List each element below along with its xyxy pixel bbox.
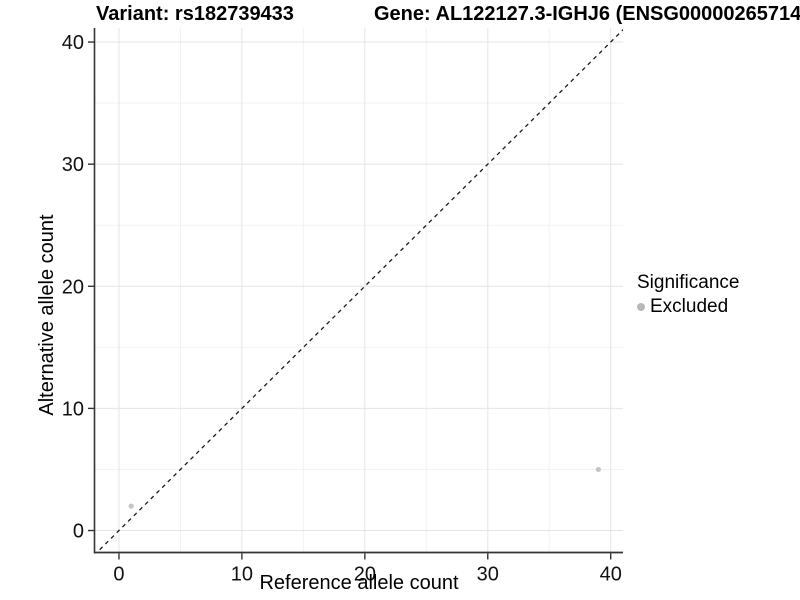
x-tick-label: 40 xyxy=(600,564,622,586)
legend-title: Significance xyxy=(637,272,740,293)
x-tick-label: 20 xyxy=(354,564,376,586)
legend: Significance Excluded xyxy=(637,271,739,318)
y-tick-label: 40 xyxy=(62,32,84,54)
x-tick-label: 30 xyxy=(477,564,499,586)
data-point xyxy=(595,466,602,473)
legend-item-label: Excluded xyxy=(650,296,729,317)
identity-reference-line xyxy=(95,28,623,553)
x-tick-label: 10 xyxy=(231,564,253,586)
excluded-point-key-icon xyxy=(637,303,645,311)
x-tick-label: 0 xyxy=(113,564,124,586)
y-tick-label: 0 xyxy=(73,521,84,543)
data-point xyxy=(128,503,134,509)
y-tick-label: 20 xyxy=(62,276,84,298)
x-axis-label: Reference allele count xyxy=(259,572,459,594)
y-axis-label: Alternative allele count xyxy=(36,214,58,416)
y-tick-label: 30 xyxy=(62,154,84,176)
plot-title-gene: Gene: AL122127.3-IGHJ6 (ENSG00000265714 xyxy=(374,3,800,25)
plot-title-variant: Variant: rs182739433 xyxy=(96,3,294,25)
legend-item-excluded: Excluded xyxy=(637,296,739,318)
y-tick-label: 10 xyxy=(62,398,84,420)
